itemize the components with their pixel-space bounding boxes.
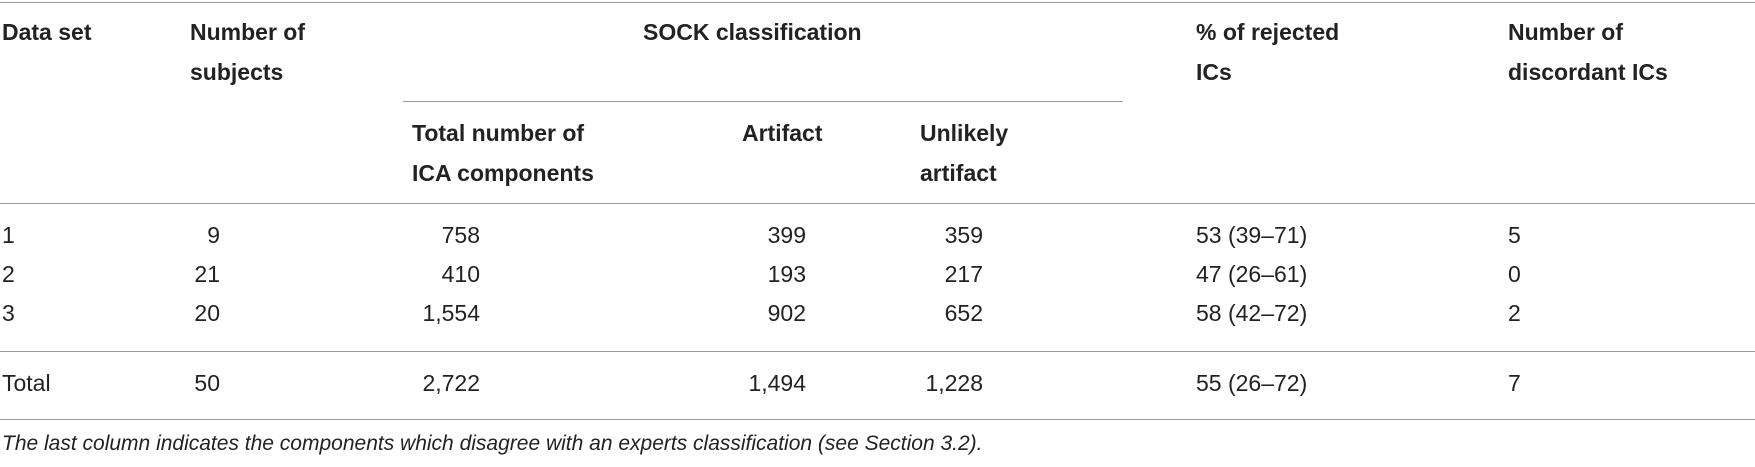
table-total-total: 2,722 — [422, 370, 480, 396]
table-row-1-subjects: 9 — [207, 222, 220, 248]
table-row-1-artifact: 399 — [767, 222, 806, 248]
table-row-2-artifact: 193 — [767, 261, 806, 287]
table-total-rejected: 55 (26–72) — [1196, 370, 1308, 396]
header-discordant-ics-line1: Number of — [1508, 19, 1623, 45]
header-total-components-line2: ICA components — [412, 160, 594, 186]
header-artifact: Artifact — [742, 120, 823, 146]
table-row-1-rejected: 53 (39–71) — [1196, 222, 1308, 248]
table-total-subjects: 50 — [194, 370, 220, 396]
header-number-of-subjects-line1: Number of — [190, 19, 305, 45]
table-row-2-discordant: 0 — [1508, 261, 1521, 287]
header-data-set: Data set — [2, 19, 92, 45]
table-total-unlikely: 1,228 — [925, 370, 983, 396]
table-bottom-rule — [0, 419, 1755, 420]
header-unlikely-artifact-line2: artifact — [920, 160, 997, 186]
table-row-3-unlikely: 652 — [944, 300, 983, 326]
header-unlikely-artifact-line1: Unlikely — [920, 120, 1009, 146]
table-row-3-rejected: 58 (42–72) — [1196, 300, 1308, 326]
total-separator-rule — [0, 351, 1755, 352]
table-row-1-data-set: 1 — [2, 222, 15, 248]
table-row-3-discordant: 2 — [1508, 300, 1521, 326]
table-row-1-unlikely: 359 — [944, 222, 983, 248]
table-row-1-discordant: 5 — [1508, 222, 1521, 248]
table-row-3-subjects: 20 — [194, 300, 220, 326]
table-row-2-unlikely: 217 — [944, 261, 983, 287]
table-row-3-data-set: 3 — [2, 300, 15, 326]
table-total-artifact: 1,494 — [748, 370, 806, 396]
table-row-1-total: 758 — [441, 222, 480, 248]
table-row-2-rejected: 47 (26–61) — [1196, 261, 1308, 287]
table-total-discordant: 7 — [1508, 370, 1521, 396]
table-row-3-artifact: 902 — [767, 300, 806, 326]
table-top-rule — [0, 2, 1755, 3]
header-rejected-ics-line1: % of rejected — [1196, 19, 1340, 45]
header-bottom-rule — [0, 203, 1755, 204]
header-sock-classification: SOCK classification — [643, 19, 862, 45]
sock-group-rule — [403, 101, 1123, 102]
header-total-components-line1: Total number of — [412, 120, 585, 146]
header-discordant-ics-line2: discordant ICs — [1508, 59, 1668, 85]
table-footnote: The last column indicates the components… — [2, 432, 983, 455]
table-row-2-subjects: 21 — [194, 261, 220, 287]
header-rejected-ics-line2: ICs — [1196, 59, 1232, 85]
table-row-3-total: 1,554 — [422, 300, 480, 326]
table-row-2-data-set: 2 — [2, 261, 15, 287]
table-total-data-set: Total — [2, 370, 51, 396]
table-row-2-total: 410 — [441, 261, 480, 287]
header-number-of-subjects-line2: subjects — [190, 59, 284, 85]
